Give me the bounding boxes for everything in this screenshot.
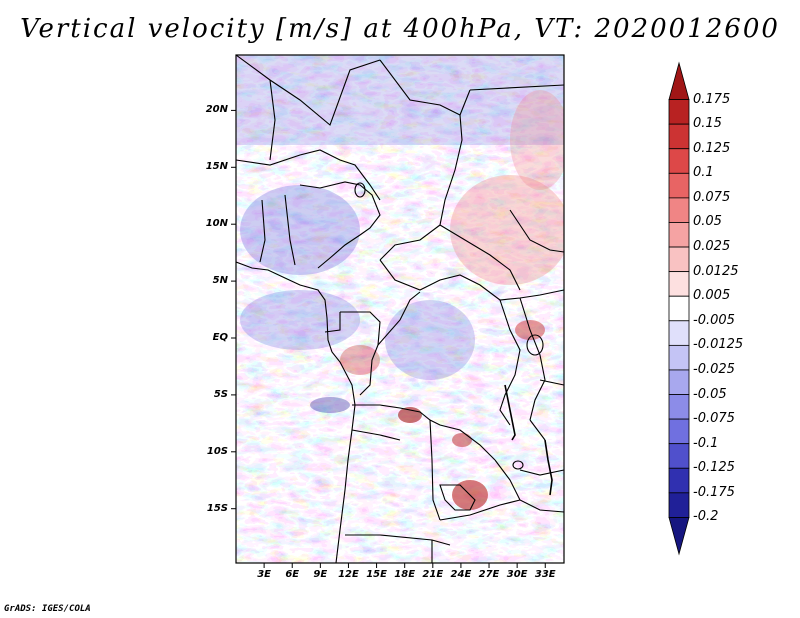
- country-borders: [236, 55, 564, 563]
- colorbar-swatch: [668, 467, 690, 494]
- colorbar-label: -0.175: [693, 484, 735, 500]
- lon-label: 33E: [534, 569, 556, 580]
- vertical-velocity-field: [236, 55, 564, 563]
- colorbar-label: 0.125: [693, 140, 731, 156]
- colorbar-swatch: [668, 222, 690, 248]
- colorbar-swatch: [668, 172, 690, 199]
- colorbar-label: -0.005: [693, 312, 735, 328]
- lon-label: 12E: [338, 569, 359, 580]
- credit-text: GrADS: IGES/COLA: [4, 604, 91, 614]
- colorbar-label: -0.125: [693, 460, 735, 476]
- colorbar-swatch: [668, 344, 690, 371]
- colorbar-label: -0.025: [693, 361, 735, 377]
- colorbar-swatch: [668, 271, 690, 297]
- lat-label: 10S: [206, 445, 228, 457]
- colorbar-swatch: [668, 369, 690, 395]
- lat-label: 20N: [205, 104, 228, 116]
- colorbar-swatch: [668, 320, 690, 346]
- lat-label: EQ: [212, 332, 228, 343]
- lon-label: 9E: [313, 569, 328, 580]
- colorbar-swatch: [668, 492, 690, 518]
- colorbar-swatch: [668, 148, 690, 174]
- colorbar-swatch: [668, 123, 690, 150]
- colorbar-label: 0.175: [693, 91, 731, 107]
- lon-label: 6E: [285, 569, 300, 580]
- lat-label: 15N: [205, 161, 228, 173]
- lon-label: 27E: [478, 569, 500, 580]
- lat-label: 15S: [206, 502, 228, 514]
- colorbar-swatch: [668, 61, 690, 100]
- colorbar-label: -0.0125: [693, 337, 744, 353]
- colorbar-label: 0.075: [693, 189, 731, 205]
- lon-label: 21E: [422, 569, 444, 580]
- colorbar-label: 0.005: [693, 288, 731, 304]
- colorbar-swatch: [668, 295, 690, 322]
- colorbar-swatch: [668, 418, 690, 445]
- colorbar-swatch: [668, 443, 690, 469]
- colorbar-label: 0.15: [693, 116, 722, 132]
- colorbar-label: 0.0125: [693, 263, 739, 279]
- lon-label: 30E: [506, 569, 528, 580]
- map-frame: [235, 54, 565, 564]
- lat-label: 5N: [212, 275, 228, 287]
- lat-label: 10N: [205, 218, 228, 230]
- colorbar-label: -0.05: [693, 386, 727, 402]
- colorbar-swatch: [668, 394, 690, 420]
- colorbar: [668, 61, 690, 556]
- axis-ticks: [231, 109, 546, 568]
- colorbar-label: -0.2: [693, 509, 719, 525]
- lon-label: 3E: [257, 569, 271, 580]
- colorbar-label: 0.025: [693, 239, 731, 255]
- colorbar-label: -0.075: [693, 411, 735, 427]
- colorbar-label: 0.1: [693, 165, 714, 181]
- chart-title: Vertical velocity [m/s] at 400hPa, VT: 2…: [20, 14, 780, 44]
- colorbar-label: 0.05: [693, 214, 722, 230]
- colorbar-label: -0.1: [693, 435, 719, 451]
- colorbar-swatch: [668, 246, 690, 273]
- lon-label: 24E: [450, 569, 472, 580]
- colorbar-swatch: [668, 517, 690, 556]
- lon-label: 15E: [366, 569, 387, 580]
- lat-label: 5S: [213, 388, 228, 400]
- colorbar-swatch: [668, 99, 690, 125]
- lon-label: 18E: [394, 569, 416, 580]
- colorbar-swatch: [668, 197, 690, 223]
